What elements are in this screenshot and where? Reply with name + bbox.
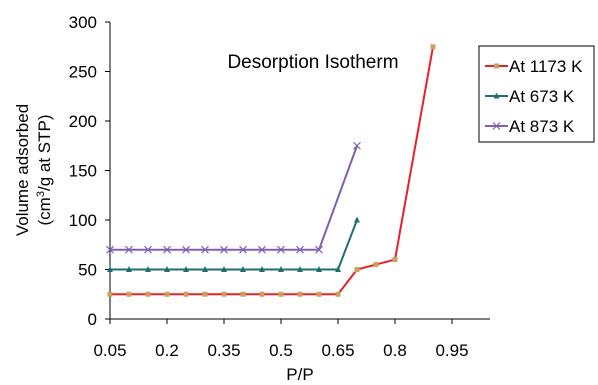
data-point [354,267,360,272]
legend-label: At 873 K [509,117,575,136]
data-point [353,141,361,150]
data-point [240,291,246,297]
chart-title: Desorption Isotherm [227,52,398,73]
data-point [126,266,132,272]
y-tick-label: 200 [69,112,97,131]
y-axis-title-line2-superscript: 3 [35,191,47,197]
data-point [125,245,133,254]
data-point [239,245,247,254]
y-tick-label: 250 [69,63,97,82]
x-ticks: 0.05 0.2 0.35 0.5 0.65 0.8 0.95 [93,319,469,360]
data-point [278,291,284,297]
data-point [316,266,322,272]
data-point [163,245,171,254]
legend-label: At 673 K [509,87,575,106]
data-point [106,245,114,254]
y-tick-label: 0 [88,310,97,329]
data-point [183,291,189,297]
x-tick-label: 0.35 [207,341,240,360]
data-point [259,266,265,272]
series-1 [107,216,360,272]
legend-marker [494,63,499,69]
data-point [126,291,132,297]
x-tick-label: 0.95 [435,341,468,360]
data-point [392,257,398,263]
series-line [110,46,434,296]
data-point [430,44,436,50]
data-point [145,266,151,272]
series-line [110,219,358,271]
legend-marker [492,122,501,130]
legend: At 1173 K At 673 K At 873 K [478,45,595,143]
data-point [315,245,323,254]
data-point [220,245,228,254]
data-point [278,266,284,272]
x-tick-label: 0.05 [93,341,126,360]
y-tick-label: 150 [69,162,97,181]
data-point [221,266,227,272]
data-point [259,291,265,297]
data-point [258,245,266,254]
x-tick-label: 0.5 [269,341,293,360]
plot-series [106,44,436,297]
data-point [183,266,189,272]
series-2 [106,141,361,254]
series-line [110,145,358,251]
data-point [182,245,190,254]
data-point [335,266,341,272]
data-point [145,291,151,297]
y-tick-label: 50 [78,261,97,280]
data-point [335,291,341,297]
data-point [296,245,304,254]
data-point [316,291,322,297]
data-point [201,245,209,254]
data-point [164,291,170,297]
data-point [297,266,303,272]
y-axis-title-line1: Volume adsorbed [13,104,32,236]
data-point [277,245,285,254]
legend-marker [493,92,500,99]
x-axis-title: P/P [286,365,313,384]
data-point [221,291,227,297]
data-point [240,266,246,272]
y-tick-label: 300 [69,13,97,32]
data-point [297,291,303,297]
data-point [354,216,360,223]
series-0 [107,44,436,297]
y-ticks: 0 50 100 150 200 250 300 [69,13,110,329]
y-tick-label: 100 [69,211,97,230]
x-tick-label: 0.8 [383,341,407,360]
y-axis-title-line2: (cm3/g at STP) [35,115,54,226]
x-tick-label: 0.65 [321,341,354,360]
x-tick-label: 0.2 [155,341,179,360]
legend-label: At 1173 K [509,57,583,76]
data-point [144,245,152,254]
y-axis-title-line2-suffix: /g at STP) [35,115,54,192]
data-point [107,291,113,297]
data-point [373,262,379,268]
data-point [202,266,208,272]
data-point [107,266,113,272]
y-axis-title-line2-prefix: (cm [35,197,54,225]
data-point [164,266,170,272]
data-point [202,291,208,297]
